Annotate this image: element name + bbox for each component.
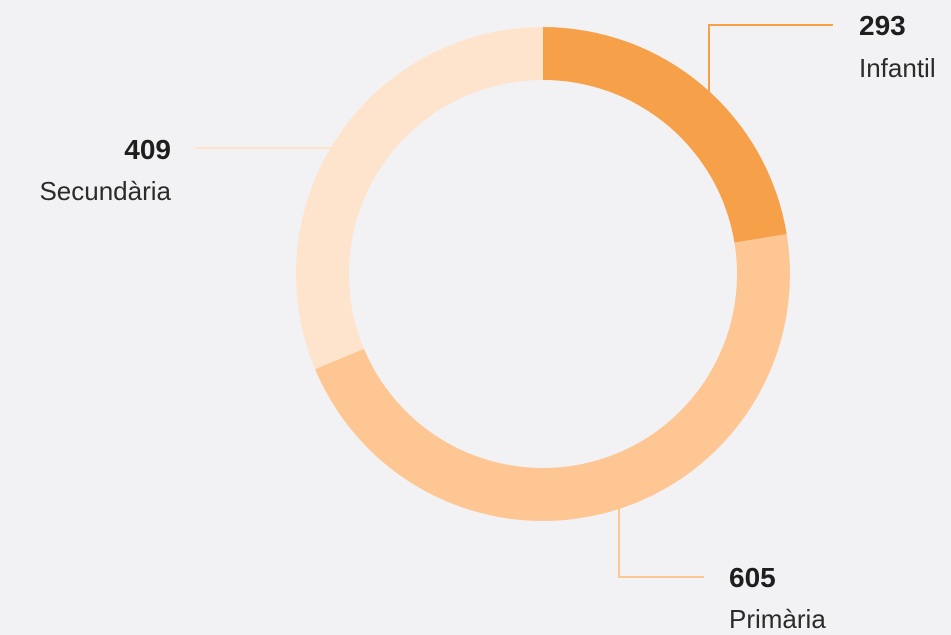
secundaria-value: 409 <box>124 134 171 165</box>
infantil-label: Infantil <box>859 53 936 83</box>
leader-line-infantil <box>708 24 833 92</box>
infantil-value: 293 <box>859 10 906 41</box>
secundaria-label: Secundària <box>39 176 171 206</box>
slice-secundaria <box>295 27 543 370</box>
leader-line-primaria <box>618 508 704 578</box>
primaria-value: 605 <box>729 562 776 593</box>
primaria-label: Primària <box>729 604 826 634</box>
slice-infantil <box>543 27 787 243</box>
slice-primaria <box>315 234 791 522</box>
